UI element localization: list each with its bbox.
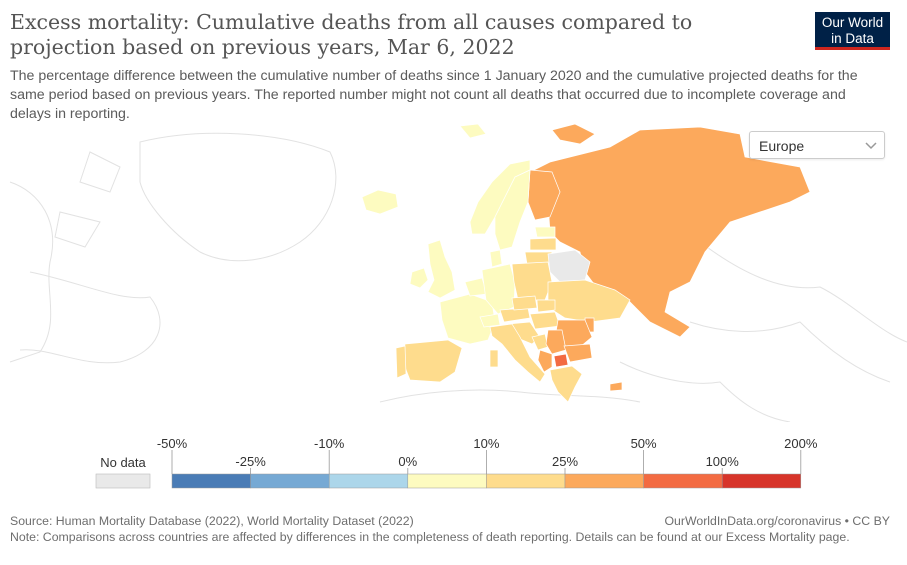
- legend-bins: [171, 473, 802, 489]
- legend-top-label-4: 200%: [784, 436, 818, 451]
- legend-bin-5[interactable]: [564, 473, 644, 489]
- legend-bin-2[interactable]: [328, 473, 409, 489]
- legend-bottom-label-1: 0%: [398, 454, 417, 469]
- country-montenegro-albania: [537, 349, 553, 373]
- legend-top-label-3: 50%: [631, 436, 657, 451]
- legend-bottom-labels: -25% 0% 25% 100%: [235, 454, 739, 474]
- middle-east-outline: [619, 361, 791, 422]
- country-sardinia: [489, 349, 499, 368]
- country-ukraine: [547, 279, 631, 323]
- legend-top-labels: -50% -10% 10% 50% 200%: [157, 436, 818, 474]
- logo-line-1: Our World: [821, 15, 884, 30]
- country-latvia: [529, 237, 557, 251]
- country-bulgaria: [563, 343, 593, 363]
- owid-logo[interactable]: Our World in Data: [815, 12, 890, 50]
- country-estonia: [534, 226, 556, 238]
- country-russia: [529, 126, 811, 338]
- country-russia-arctic-islands: [551, 123, 596, 145]
- north-america-coast: [19, 271, 161, 364]
- country-ireland: [409, 267, 429, 289]
- legend-bottom-label-0: -25%: [235, 454, 266, 469]
- chart-title: Excess mortality: Cumulative deaths from…: [10, 10, 693, 59]
- note-text: Note: Comparisons across countries are a…: [10, 529, 850, 544]
- chevron-down-icon: [865, 142, 877, 150]
- country-czechia: [511, 295, 538, 311]
- greenland-outline: [139, 132, 337, 262]
- legend-bin-0[interactable]: [171, 473, 251, 489]
- source-text: Source: Human Mortality Database (2022),…: [10, 514, 414, 528]
- region-select-value: Europe: [759, 138, 805, 154]
- legend-top-label-2: 10%: [473, 436, 499, 451]
- country-switzerland: [479, 313, 501, 328]
- country-bosnia: [531, 333, 549, 351]
- legend-top-label-0: -50%: [157, 436, 188, 451]
- country-hungary: [529, 311, 561, 330]
- country-uk: [427, 239, 456, 299]
- chart-subtitle: The percentage difference between the cu…: [10, 68, 858, 122]
- footer: Source: Human Mortality Database (2022),…: [10, 514, 890, 545]
- canada-islands: [54, 151, 121, 248]
- region-select[interactable]: Europe: [749, 131, 885, 159]
- country-cyprus: [609, 381, 623, 392]
- owid-url[interactable]: OurWorldInData.org/coronavirus • CC BY: [664, 514, 890, 528]
- legend-no-data-label: No data: [100, 455, 146, 470]
- legend-bottom-label-2: 25%: [552, 454, 578, 469]
- legend-bottom-label-3: 100%: [706, 454, 740, 469]
- country-spain: [402, 339, 463, 383]
- legend-bin-6[interactable]: [643, 473, 723, 489]
- country-greece: [549, 365, 583, 403]
- color-legend: No data -50% -10% 10% 50% 200% -25% 0% 25% 100%: [95, 436, 818, 489]
- country-france: [439, 293, 496, 345]
- north-america-outline: [9, 181, 54, 363]
- country-denmark: [489, 249, 503, 268]
- central-asia-border: [689, 321, 891, 383]
- europe-map[interactable]: [0, 122, 907, 422]
- legend-bin-4[interactable]: [486, 473, 566, 489]
- legend-bin-7[interactable]: [721, 473, 802, 489]
- country-sweden: [494, 169, 531, 251]
- legend-no-data-swatch: [95, 473, 151, 489]
- legend-top-label-1: -10%: [314, 436, 345, 451]
- country-serbia: [545, 329, 567, 355]
- asia-outline: [699, 241, 907, 343]
- country-poland: [511, 261, 553, 301]
- logo-line-2: in Data: [831, 31, 874, 46]
- country-italy: [489, 323, 546, 383]
- country-portugal: [395, 345, 407, 379]
- legend-bin-1[interactable]: [250, 473, 330, 489]
- country-svalbard: [459, 123, 487, 139]
- country-slovakia: [536, 299, 556, 313]
- country-north-macedonia: [553, 353, 569, 368]
- country-iceland: [361, 189, 399, 215]
- north-africa-outline: [379, 389, 641, 403]
- legend-bin-3[interactable]: [407, 473, 487, 489]
